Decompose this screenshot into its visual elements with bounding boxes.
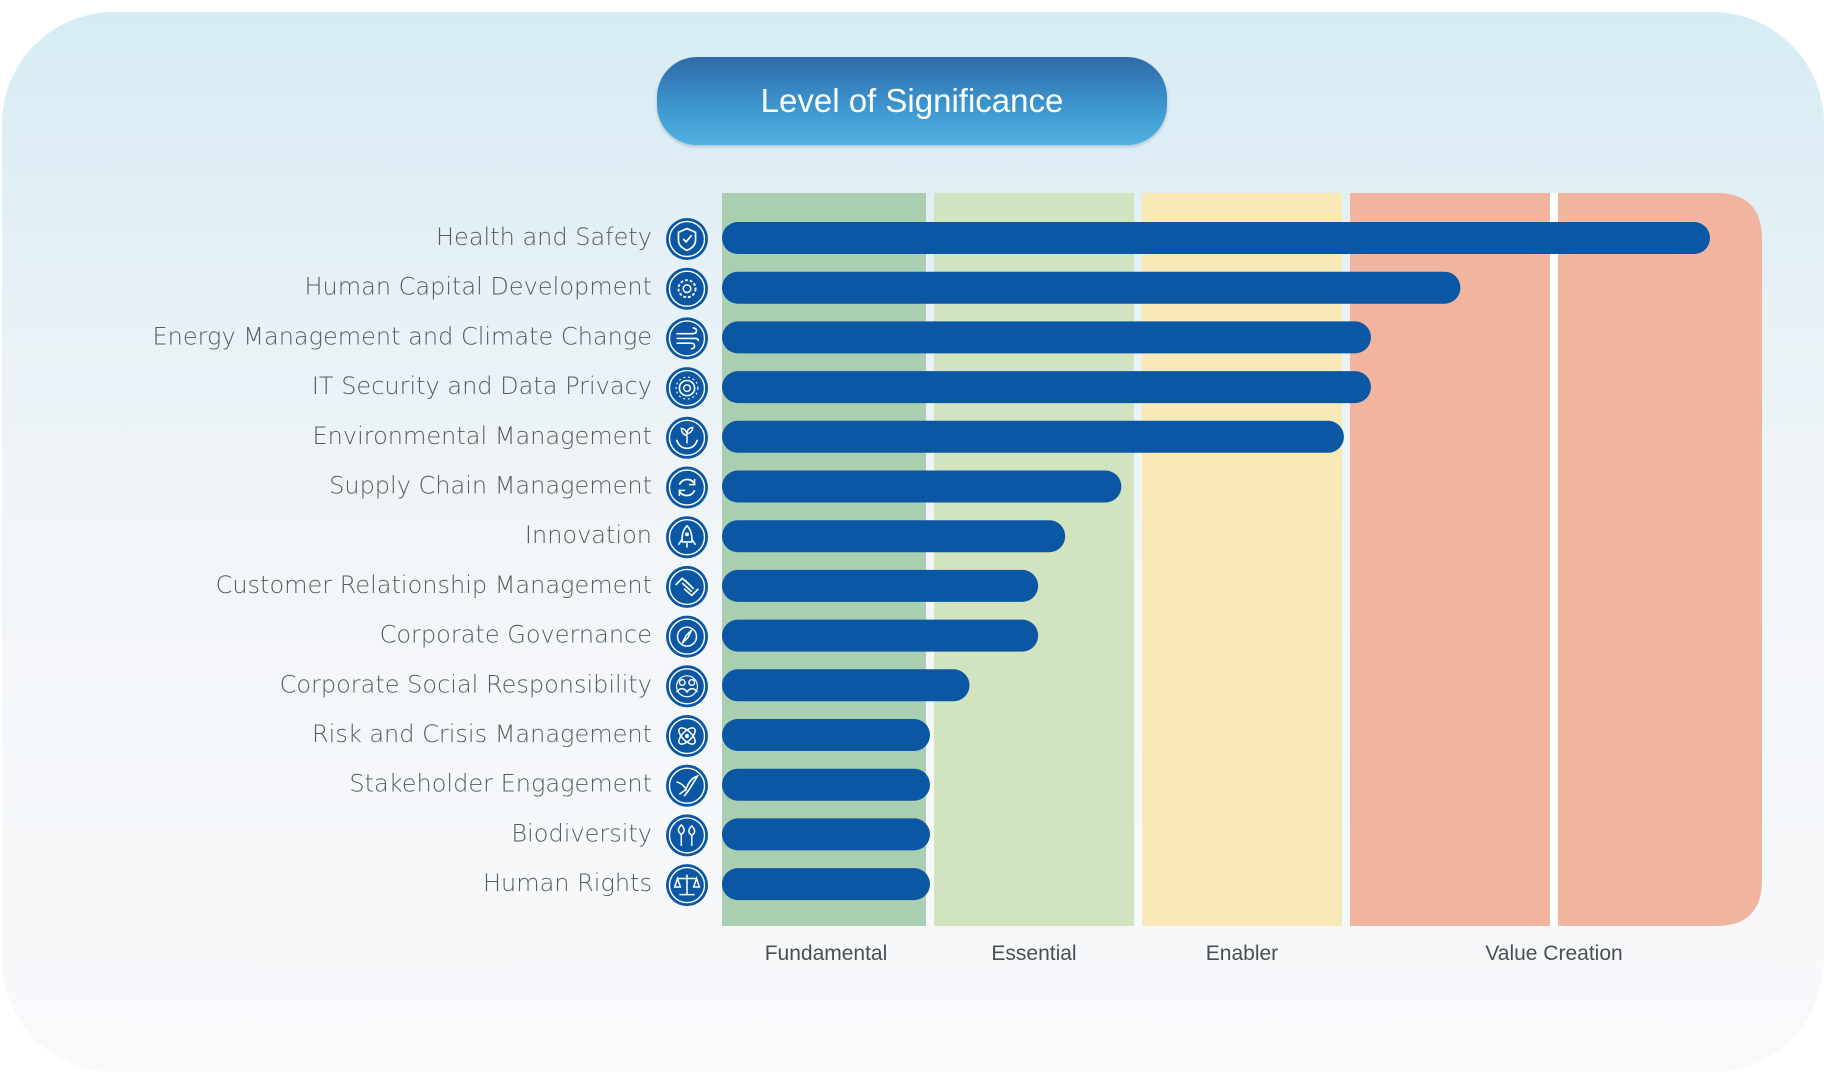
bar	[722, 619, 1039, 652]
scales-icon	[666, 864, 708, 907]
zone-bg-fundamental	[722, 193, 926, 926]
zone-label: Enabler	[1206, 942, 1278, 965]
zone-label: Essential	[991, 942, 1076, 965]
dove-icon	[666, 764, 708, 807]
bar	[722, 520, 1066, 553]
zone-divider	[1550, 193, 1558, 926]
bar	[722, 321, 1371, 354]
compass-icon	[666, 615, 708, 658]
category-label: Risk and Crisis Management	[312, 720, 652, 748]
category-label: IT Security and Data Privacy	[312, 372, 652, 400]
rocket-icon	[666, 516, 708, 559]
zone-bg-enabler	[1142, 193, 1342, 926]
category-label: Innovation	[525, 521, 652, 549]
bar	[722, 768, 930, 801]
category-label: Stakeholder Engagement	[349, 770, 652, 798]
bar	[722, 669, 970, 702]
lightbulb-gear-icon	[666, 367, 708, 410]
bar	[722, 818, 930, 851]
bar	[722, 719, 930, 751]
people-group-icon	[666, 665, 708, 708]
category-label: Health and Safety	[436, 223, 652, 251]
trees-icon	[666, 814, 708, 857]
category-label: Environmental Management	[312, 422, 652, 450]
category-label: Human Capital Development	[304, 273, 652, 301]
category-label: Corporate Social Responsibility	[280, 670, 652, 698]
zone-label: Value Creation	[1485, 942, 1622, 965]
category-label: Corporate Governance	[380, 621, 652, 649]
bar	[722, 420, 1344, 453]
gear-people-icon	[666, 267, 708, 310]
bar	[722, 271, 1461, 304]
recycle-arrows-icon	[666, 466, 708, 509]
bar	[722, 569, 1039, 602]
chart-title: Level of Significance	[657, 57, 1167, 145]
bar	[722, 868, 930, 901]
hands-plant-icon	[666, 416, 708, 459]
category-label: Energy Management and Climate Change	[152, 322, 652, 350]
atom-icon	[666, 715, 708, 757]
category-label: Supply Chain Management	[329, 472, 652, 500]
handshake-icon	[666, 565, 708, 608]
zone-label: Fundamental	[765, 942, 888, 965]
shield-check-icon	[666, 218, 708, 260]
category-label: Biodiversity	[511, 819, 652, 847]
bar	[722, 222, 1710, 254]
wind-icon	[666, 317, 708, 360]
category-label: Human Rights	[483, 869, 652, 897]
bar	[722, 371, 1371, 404]
category-label: Customer Relationship Management	[216, 571, 652, 599]
zone-bg-essential	[934, 193, 1134, 926]
bar	[722, 470, 1122, 503]
